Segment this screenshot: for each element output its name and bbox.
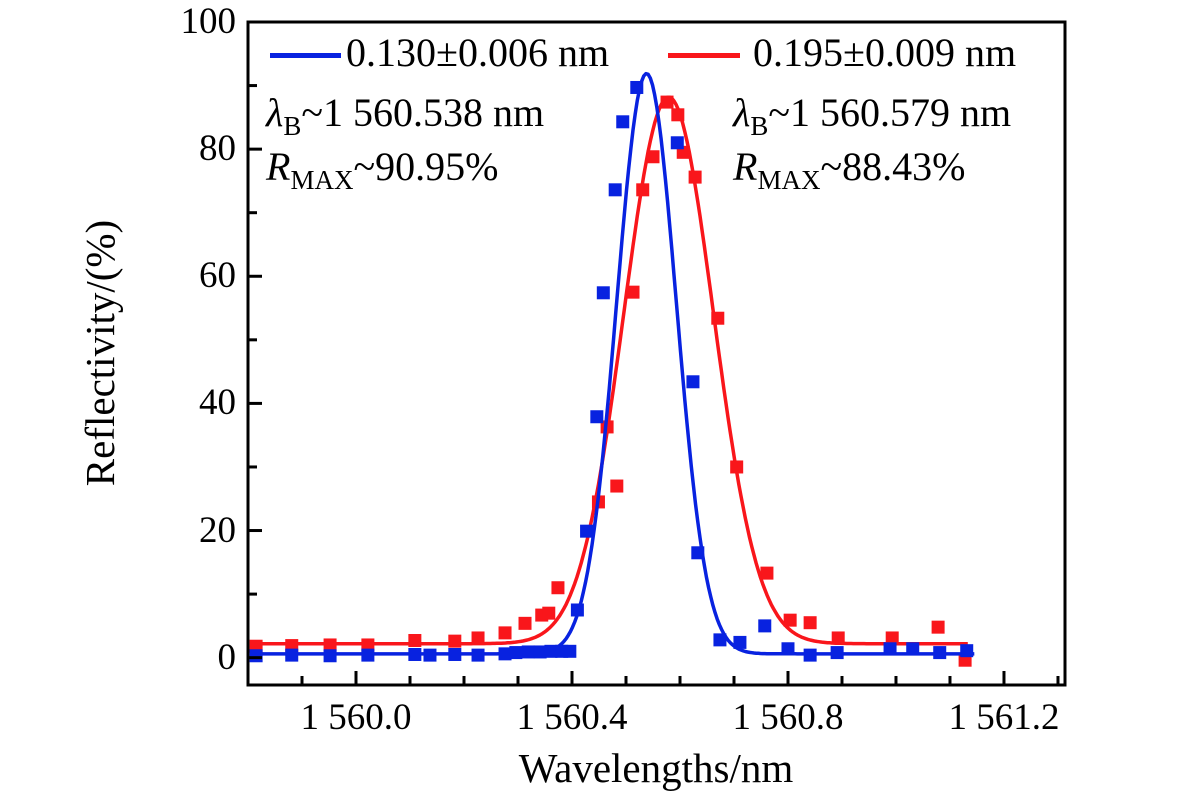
- data-point-red: [831, 631, 845, 645]
- fit-curve-blue: [250, 71, 975, 656]
- y-tick-label: 0: [217, 636, 237, 678]
- rmax-value: ~88.43%: [820, 144, 966, 189]
- data-point-red: [551, 581, 565, 595]
- y-tick-label: 100: [180, 1, 237, 42]
- annotation-blue-rmax: RMAX~90.95%: [266, 144, 499, 194]
- rmax-subscript: MAX: [290, 165, 354, 195]
- annotation-red-lambda: λB~1 560.579 nm: [733, 90, 1012, 140]
- data-point-blue: [580, 524, 594, 538]
- legend-red-line-sample: [668, 53, 740, 58]
- data-point-red: [498, 626, 512, 640]
- data-point-blue: [733, 635, 747, 649]
- data-point-blue: [590, 410, 604, 424]
- lambda-symbol: λ: [733, 90, 751, 135]
- data-point-blue: [781, 642, 795, 656]
- plot-frame: [246, 20, 1067, 687]
- lambda-symbol: λ: [266, 90, 284, 135]
- legend-red-label: 0.195±0.009 nm: [753, 30, 1017, 75]
- data-point-red: [885, 631, 899, 645]
- data-point-blue: [563, 644, 577, 658]
- legend-blue-label: 0.130±0.006 nm: [346, 30, 610, 75]
- x-tick-label: 1 561.2: [948, 697, 1060, 738]
- data-point-red: [471, 631, 485, 645]
- annotation-blue-lambda: λB~1 560.538 nm: [266, 90, 545, 140]
- lambda-subscript: B: [750, 111, 769, 141]
- lambda-value: ~1 560.538 nm: [301, 90, 545, 135]
- y-tick-label: 60: [199, 255, 236, 297]
- x-tick-label: 1 560.8: [732, 697, 844, 738]
- data-point-blue: [670, 136, 684, 150]
- y-tick-label: 40: [199, 382, 236, 424]
- data-point-blue: [323, 649, 337, 663]
- data-point-blue: [608, 183, 622, 197]
- rmax-symbol: R: [733, 144, 758, 189]
- data-point-red: [542, 606, 556, 620]
- data-point-blue: [883, 642, 897, 656]
- fit-curve-red: [250, 95, 968, 646]
- lambda-value: ~1 560.579 nm: [768, 90, 1012, 135]
- rmax-subscript: MAX: [757, 165, 821, 195]
- rmax-value: ~90.95%: [353, 144, 499, 189]
- x-tick-label: 1 560.4: [516, 697, 628, 738]
- x-tick-label: 1 560.0: [300, 697, 412, 738]
- data-point-blue: [616, 115, 630, 129]
- x-axis-title: Wavelengths/nm: [518, 745, 794, 791]
- data-point-red: [518, 616, 532, 630]
- lambda-subscript: B: [283, 111, 302, 141]
- data-point-blue: [713, 633, 727, 647]
- y-tick-label: 20: [199, 509, 236, 551]
- rmax-symbol: R: [266, 144, 291, 189]
- data-point-red: [931, 620, 945, 634]
- data-point-red: [760, 566, 774, 580]
- data-point-red: [646, 150, 660, 164]
- data-point-blue: [906, 642, 920, 656]
- annotation-red-rmax: RMAX~88.43%: [733, 144, 966, 194]
- data-point-blue: [596, 286, 610, 300]
- data-point-red: [803, 616, 817, 630]
- legend-blue-line-sample: [270, 53, 341, 58]
- data-point-red: [783, 613, 797, 627]
- y-tick-label: 80: [199, 128, 236, 170]
- data-point-blue: [758, 619, 772, 633]
- data-point-blue: [686, 375, 700, 389]
- data-point-red: [610, 479, 624, 493]
- data-point-blue: [249, 649, 263, 663]
- data-point-red: [626, 285, 640, 299]
- data-point-red: [448, 634, 462, 648]
